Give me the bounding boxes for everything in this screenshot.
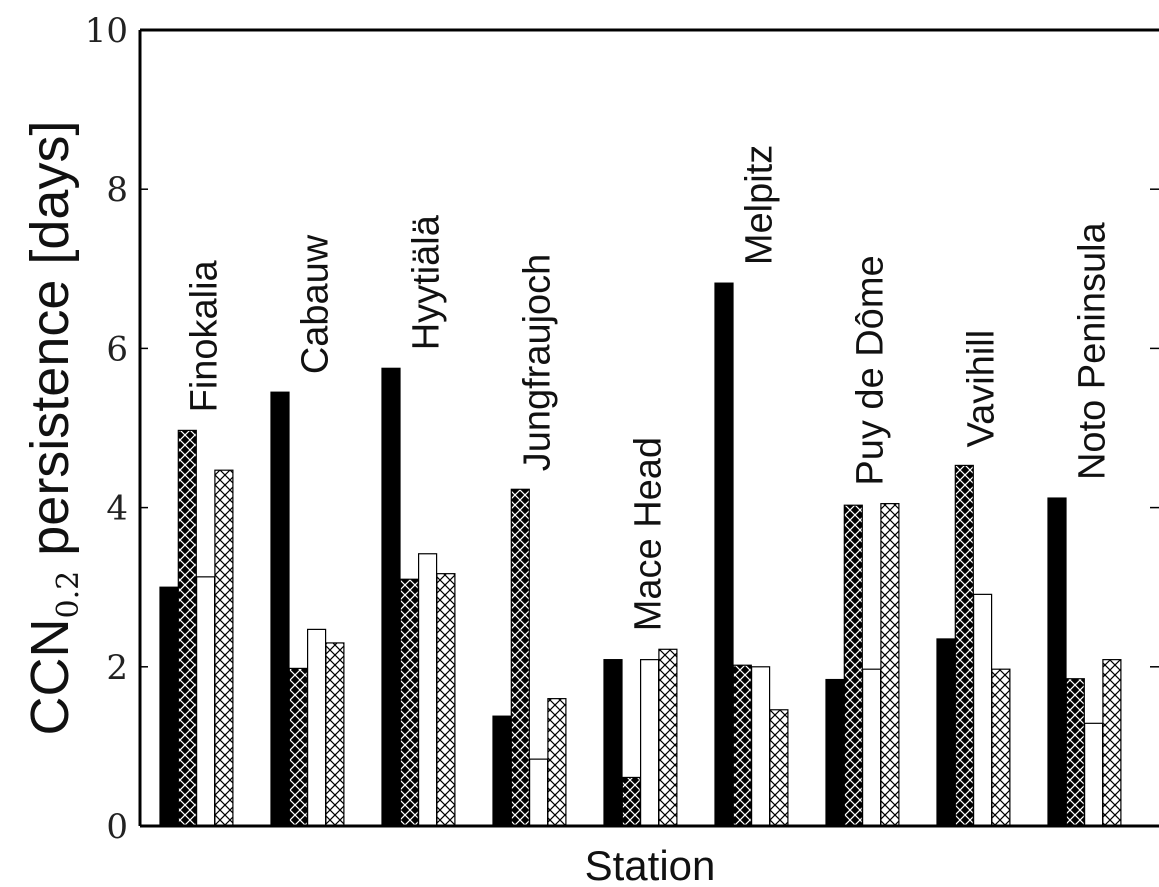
bar-mace-head-1 xyxy=(603,659,623,827)
y-ticks: 0 2 4 6 8 10 xyxy=(85,11,1159,847)
bar-melpitz-3 xyxy=(750,666,771,827)
y-tick-label: 10 xyxy=(85,11,128,51)
bar-vavihill-1 xyxy=(936,638,956,827)
bar-hyyti-l--2 xyxy=(399,578,419,827)
station-label: Hyytiälä xyxy=(406,214,448,350)
y-axis-title-main: CCN xyxy=(20,618,80,735)
station-label: Mace Head xyxy=(628,437,670,631)
y-tick-label: 6 xyxy=(106,329,128,369)
y-tick-label: 4 xyxy=(106,489,128,529)
bar-cabauw-1 xyxy=(270,391,290,827)
bar-hyyti-l--4 xyxy=(436,573,456,827)
station-label: Noto Peninsula xyxy=(1072,221,1114,480)
bar-vavihill-4 xyxy=(991,668,1011,827)
x-axis-title: Station xyxy=(585,842,716,887)
bar-vavihill-2 xyxy=(954,464,974,827)
station-label: Finokalia xyxy=(184,259,226,412)
bar-jungfraujoch-2 xyxy=(510,488,530,827)
bar-finokalia-3 xyxy=(196,576,216,827)
station-label: Melpitz xyxy=(739,145,781,265)
bar-noto-peninsula-2 xyxy=(1065,678,1085,827)
bar-puy-de-d-me-4 xyxy=(880,503,900,827)
bar-finokalia-2 xyxy=(177,429,197,827)
bar-melpitz-1 xyxy=(714,282,734,827)
bar-puy-de-d-me-1 xyxy=(825,678,845,827)
station-labels: Finokalia Cabauw Hyytiälä Jungfraujoch Mace … xyxy=(184,145,1114,632)
bar-noto-peninsula-1 xyxy=(1047,497,1067,827)
bar-jungfraujoch-1 xyxy=(492,715,512,827)
y-axis-title-subscript: 0.2 xyxy=(51,571,86,619)
station-label: Puy de Dôme xyxy=(850,255,892,485)
bar-noto-peninsula-4 xyxy=(1102,659,1122,827)
bar-melpitz-2 xyxy=(732,664,752,827)
bar-jungfraujoch-3 xyxy=(528,758,549,827)
y-axis-title-rest: persistence [days] xyxy=(20,121,80,571)
y-tick-label: 8 xyxy=(106,170,128,210)
y-tick-label: 0 xyxy=(106,807,128,847)
bar-hyyti-l--3 xyxy=(418,553,438,827)
bar-mace-head-2 xyxy=(621,776,641,827)
bar-mace-head-4 xyxy=(658,648,678,827)
bar-noto-peninsula-3 xyxy=(1083,722,1104,827)
bar-puy-de-d-me-2 xyxy=(843,504,863,827)
bar-puy-de-d-me-3 xyxy=(861,668,882,827)
axes xyxy=(138,28,1159,828)
station-label: Cabauw xyxy=(295,234,337,374)
y-tick-label: 2 xyxy=(106,648,128,688)
bar-cabauw-3 xyxy=(307,628,327,827)
bar-cabauw-2 xyxy=(288,667,308,827)
bar-cabauw-4 xyxy=(325,642,345,827)
bars-layer xyxy=(159,282,1122,827)
bar-vavihill-3 xyxy=(972,593,993,827)
bar-melpitz-4 xyxy=(769,709,789,827)
bar-hyyti-l--1 xyxy=(381,367,401,827)
station-label: Jungfraujoch xyxy=(517,254,559,472)
bar-mace-head-3 xyxy=(639,659,660,827)
y-axis-title: CCN0.2 persistence [days] xyxy=(20,121,86,736)
station-label: Vavihill xyxy=(961,330,1003,448)
bar-finokalia-4 xyxy=(214,469,234,827)
bar-jungfraujoch-4 xyxy=(547,698,567,827)
bar-finokalia-1 xyxy=(159,586,179,827)
